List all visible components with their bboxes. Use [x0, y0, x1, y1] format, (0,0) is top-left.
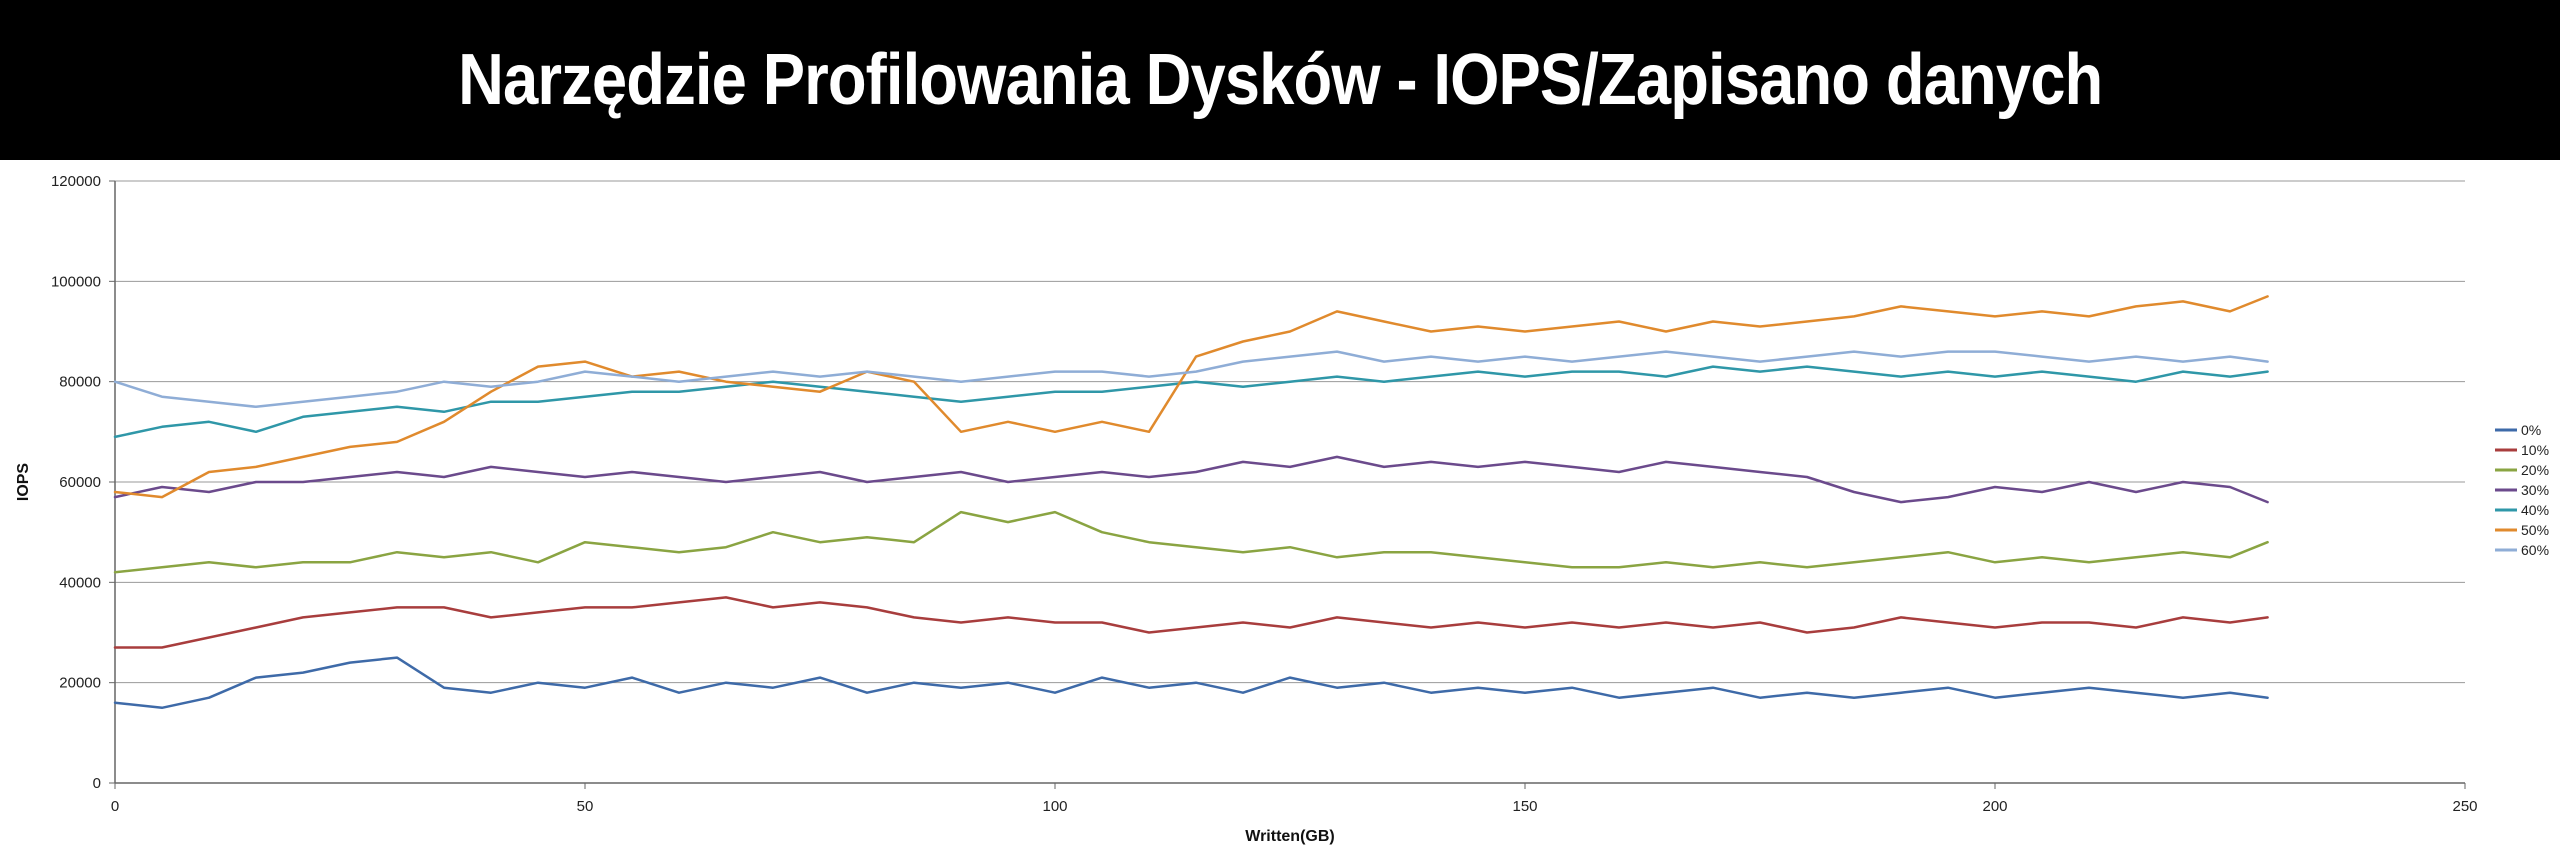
series-line-10pct [113, 596, 2269, 649]
y-tick-label: 80000 [59, 374, 101, 391]
x-tick-label: 100 [1042, 798, 1067, 815]
x-axis-label: Written(GB) [1245, 828, 1334, 845]
series-lines [113, 295, 2269, 710]
chart: 0 20000 40000 60000 80000 100000 120000 0 50 100 1… [15, 173, 2549, 845]
series-line-40pct [113, 365, 2269, 439]
legend: 0% 10% 20% 30% 40% 50% 60% [2495, 422, 2549, 558]
y-tick-label: 40000 [59, 574, 101, 591]
y-tick-label: 20000 [59, 675, 101, 692]
axes [109, 180, 2466, 789]
y-tick-label: 120000 [51, 173, 101, 190]
legend-label: 20% [2521, 462, 2549, 478]
y-axis-label: IOPS [15, 463, 32, 502]
legend-label: 50% [2521, 522, 2549, 538]
legend-label: 30% [2521, 482, 2549, 498]
series-line-0pct [113, 656, 2269, 710]
legend-label: 0% [2521, 422, 2541, 438]
series-line-60pct [113, 350, 2269, 409]
series-line-20pct [113, 510, 2269, 574]
y-tick-label: 60000 [59, 474, 101, 491]
x-tick-label: 200 [1982, 798, 2007, 815]
chart-title: Narzędzie Profilowania Dysków - IOPS/Zap… [457, 40, 2103, 120]
legend-label: 40% [2521, 502, 2549, 518]
x-tick-label: 50 [577, 798, 594, 815]
legend-label: 10% [2521, 442, 2549, 458]
title-bar: Narzędzie Profilowania Dysków - IOPS/Zap… [0, 0, 2560, 160]
series-line-50pct [113, 295, 2269, 499]
x-tick-label: 150 [1512, 798, 1537, 815]
y-tick-label: 0 [93, 775, 101, 792]
series-line-30pct [113, 455, 2269, 504]
gridlines [115, 180, 2465, 684]
legend-label: 60% [2521, 542, 2549, 558]
y-tick-label: 100000 [51, 273, 101, 290]
x-tick-label: 0 [111, 798, 119, 815]
tick-labels: 0 20000 40000 60000 80000 100000 120000 0 50 100 1… [51, 173, 2478, 815]
x-tick-label: 250 [2452, 798, 2477, 815]
